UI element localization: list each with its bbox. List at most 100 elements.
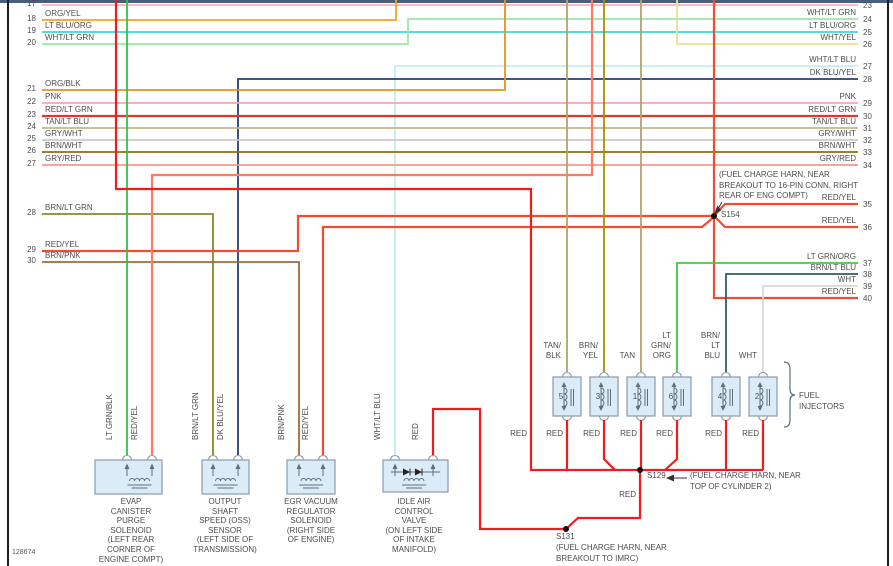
pin-label-right-24: WHT/LT GRN [806, 8, 856, 17]
egr-vacuum-regulator-solenoid-caption: EGR VACUUM [284, 497, 338, 506]
pin-number-right-24: 24 [863, 15, 872, 24]
pin-number-left-24: 24 [27, 122, 36, 131]
wire-pin28-brn-lt-grn [42, 213, 214, 455]
output-shaft-speed-sensor [201, 459, 250, 495]
terminal-arc [232, 454, 244, 461]
wire-pin21-org-blk [42, 0, 506, 91]
pin-number-left-27: 27 [27, 159, 36, 168]
arrowhead [210, 463, 216, 469]
sheet-id: 128674 [12, 549, 36, 556]
arrowhead [320, 463, 326, 469]
terminal-arc [389, 454, 401, 461]
red-wire-label: RED [705, 429, 722, 438]
arrowhead [296, 463, 302, 469]
splice-s129-note: TOP OF CYLINDER 2) [690, 481, 772, 491]
splice-s129-note: (FUEL CHARGE HARN, NEAR [690, 471, 801, 480]
wire-inj3-red [602, 420, 616, 471]
pin-number-left-30: 30 [27, 256, 36, 265]
pin-label-right-32: GRY/WHT [818, 129, 856, 138]
splice-s131 [563, 526, 569, 532]
pin-label-left-28: BRN/LT GRN [45, 203, 93, 212]
wire-s129-to-s131-red [565, 470, 642, 530]
red-wire-label: RED [742, 429, 759, 438]
splice-s131-note: BREAKOUT TO IMRC) [556, 553, 639, 563]
coil-icon [403, 478, 425, 482]
injector-number: 5 [558, 392, 564, 401]
pin-number-right-39: 39 [863, 282, 872, 291]
top-border-band [0, 0, 893, 3]
arrowhead [561, 382, 567, 387]
terminal-arc [671, 415, 683, 422]
pin-number-left-26: 26 [27, 146, 36, 155]
wire-pin20-24-wht-lt-grn [42, 18, 858, 45]
injector-wire-label: BLU [704, 351, 720, 360]
terminal-arc [757, 415, 769, 422]
terminal-arc [757, 371, 769, 378]
wire-s154-vert-pin40-red-yel [712, 0, 858, 300]
injector-wire-label: BLK [545, 351, 561, 360]
pin-number-right-40: 40 [863, 294, 872, 303]
pin-label-right-33: BRN/WHT [818, 141, 856, 150]
red-wire-label: RED [583, 429, 600, 438]
evap-canister-purge-solenoid-caption: CANISTER [110, 506, 152, 516]
pin-label-right-36: RED/YEL [821, 216, 856, 225]
terminal-arc [121, 454, 133, 461]
splice-s129-label: S129 [647, 471, 666, 480]
terminal-arc [635, 371, 647, 378]
terminal-arc [146, 454, 158, 461]
idle-air-control-valve-caption: MANIFOLD) [392, 545, 436, 554]
s154-note-arrow-head [714, 205, 721, 214]
arrowhead [430, 463, 436, 469]
red-wire-label: RED [510, 429, 527, 438]
red-wire-label: RED [656, 429, 673, 438]
wire-evap-red-yel [150, 0, 594, 455]
pin-number-left-23: 23 [27, 110, 36, 119]
injector-number: 4 [717, 392, 723, 401]
pin-number-left-28: 28 [27, 208, 36, 217]
wire-iac-red-to-s131 [431, 407, 566, 531]
pin-label-left-26: BRN/WHT [45, 141, 83, 150]
pin-number-right-25: 25 [863, 28, 872, 37]
pin-number-right-33: 33 [863, 148, 872, 157]
egr-vacuum-regulator-solenoid-caption: REGULATOR [286, 506, 336, 516]
egr-vacuum-regulator-solenoid-caption: OF ENGINE) [287, 535, 335, 545]
splice-s131-label: S131 [556, 532, 575, 541]
pin-number-left-18: 18 [27, 14, 36, 23]
evap-canister-purge-solenoid-caption: EVAP [120, 497, 142, 506]
wire-pin28-dk-blu-yel [237, 78, 858, 455]
arrowhead [720, 406, 726, 411]
pin-label-right-30: RED/LT GRN [808, 105, 856, 114]
output-shaft-speed-sensor-caption: SPEED (OSS) [199, 516, 251, 526]
coil-icon [300, 478, 322, 482]
pin-number-right-34: 34 [863, 161, 872, 170]
arrowhead [235, 463, 241, 469]
fuel-injectors-label: FUEL [799, 391, 820, 400]
pin-number-right-26: 26 [863, 40, 872, 49]
splice-s154-note: REAR OF ENG COMPT) [719, 191, 808, 201]
idle-air-control-valve [382, 459, 449, 493]
wire-pin30-brn-pnk [42, 261, 300, 455]
evap-canister-purge-solenoid [94, 459, 163, 495]
component-wire-label: RED [411, 423, 420, 440]
terminal-arc [561, 371, 573, 378]
idle-air-control-valve-caption: CONTROL [394, 506, 434, 516]
evap-canister-purge-solenoid-caption: SOLENOID [110, 525, 152, 535]
idle-air-control-valve-caption: OF INTAKE [393, 535, 435, 545]
splice-s129 [637, 467, 643, 473]
pin-number-right-35: 35 [863, 200, 872, 209]
coil-icon [722, 387, 727, 407]
output-shaft-speed-sensor-caption: TRANSMISSION) [193, 545, 257, 554]
red-wire-label: RED [620, 429, 637, 438]
coil-icon [759, 387, 764, 407]
wire-inj6-lt-grn-org-pin37 [676, 262, 858, 372]
evap-canister-purge-solenoid-caption: ENGINE COMPT) [98, 554, 164, 564]
pin-label-right-35: RED/YEL [821, 193, 856, 202]
terminal-arc [293, 454, 305, 461]
injector-wire-label: LT [711, 341, 720, 350]
component-wire-label: DK BLU/YEL [216, 393, 225, 440]
component-wire-label: RED/YEL [301, 405, 310, 440]
pin-label-right-29: PNK [839, 92, 856, 101]
diode-icon [415, 468, 422, 476]
coil-icon [600, 387, 605, 407]
